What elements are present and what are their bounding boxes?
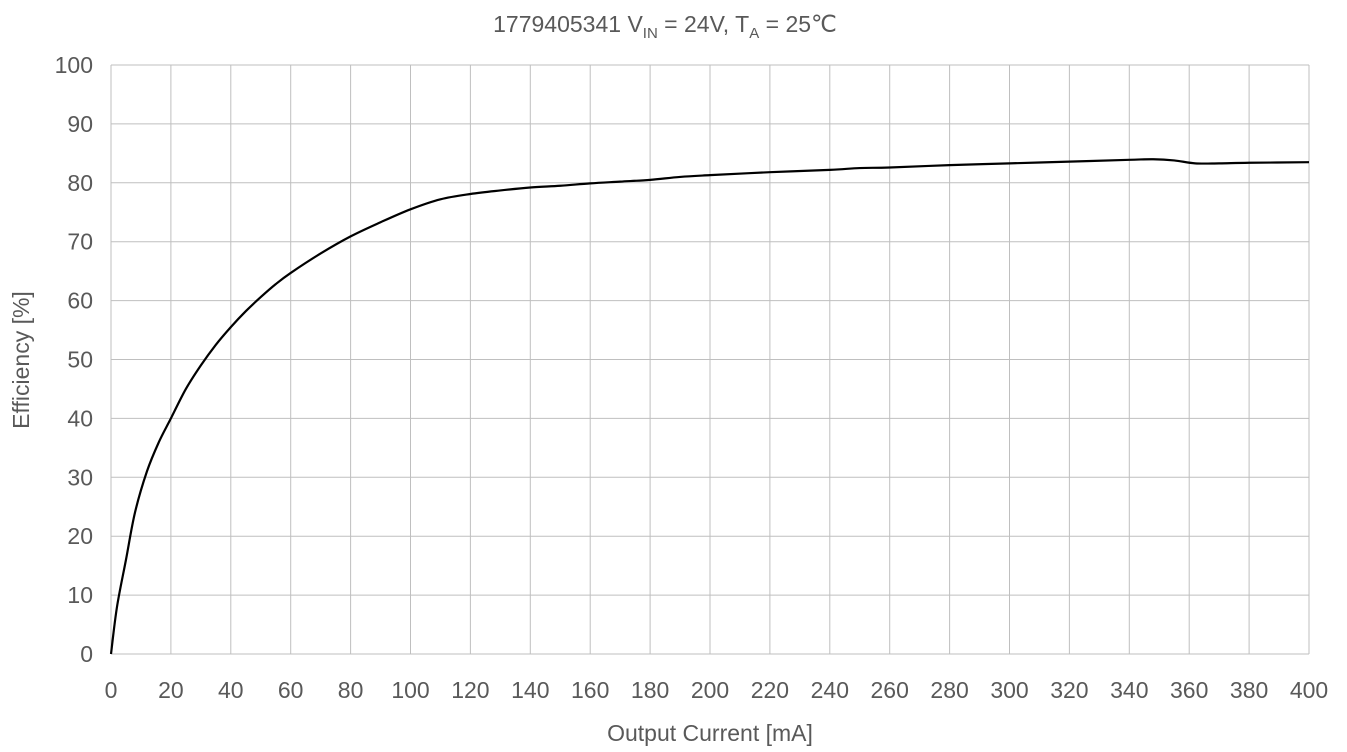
- y-tick-label: 70: [67, 229, 93, 255]
- x-tick-label: 380: [1230, 677, 1268, 703]
- x-tick-label: 180: [631, 677, 669, 703]
- title-t: T: [735, 11, 749, 37]
- title-v-rest: = 24V,: [658, 11, 735, 37]
- x-tick-label: 140: [511, 677, 549, 703]
- x-tick-label: 300: [990, 677, 1028, 703]
- x-axis-label: Output Current [mA]: [607, 720, 813, 746]
- tick-labels: 0 10 20 30 40 50 60 70 80 90 100 0 20 40 60 80 100 120 140…: [55, 52, 1329, 703]
- x-tick-label: 40: [218, 677, 244, 703]
- x-tick-label: 0: [105, 677, 118, 703]
- title-t-rest: = 25℃: [759, 11, 837, 37]
- y-tick-label: 80: [67, 170, 93, 196]
- x-tick-label: 60: [278, 677, 304, 703]
- efficiency-line: [109, 158, 1310, 655]
- title-t-sub: A: [749, 25, 759, 42]
- x-tick-label: 100: [391, 677, 429, 703]
- x-tick-label: 80: [338, 677, 364, 703]
- title-id: 1779405341: [493, 11, 621, 37]
- x-tick-label: 120: [451, 677, 489, 703]
- x-tick-label: 20: [158, 677, 184, 703]
- title-v: V: [627, 11, 643, 37]
- y-tick-label: 40: [67, 405, 93, 431]
- grid: [110, 64, 1310, 655]
- title-v-sub: IN: [643, 25, 658, 42]
- x-tick-label: 340: [1110, 677, 1148, 703]
- x-tick-label: 320: [1050, 677, 1088, 703]
- x-tick-label: 400: [1290, 677, 1328, 703]
- x-tick-label: 260: [871, 677, 909, 703]
- y-tick-label: 90: [67, 111, 93, 137]
- y-tick-label: 50: [67, 347, 93, 373]
- x-tick-label: 200: [691, 677, 729, 703]
- x-tick-label: 360: [1170, 677, 1208, 703]
- y-tick-label: 10: [67, 582, 93, 608]
- x-tick-label: 280: [930, 677, 968, 703]
- y-axis-label: Efficiency [%]: [8, 291, 34, 429]
- y-tick-label: 0: [80, 641, 93, 667]
- y-tick-label: 100: [55, 52, 93, 78]
- x-tick-label: 240: [811, 677, 849, 703]
- y-tick-label: 60: [67, 288, 93, 314]
- y-tick-label: 20: [67, 523, 93, 549]
- x-tick-label: 220: [751, 677, 789, 703]
- series: [109, 158, 1310, 655]
- chart-title: 1779405341 VIN = 24V, TA = 25℃: [493, 11, 837, 42]
- y-tick-label: 30: [67, 464, 93, 490]
- x-tick-label: 160: [571, 677, 609, 703]
